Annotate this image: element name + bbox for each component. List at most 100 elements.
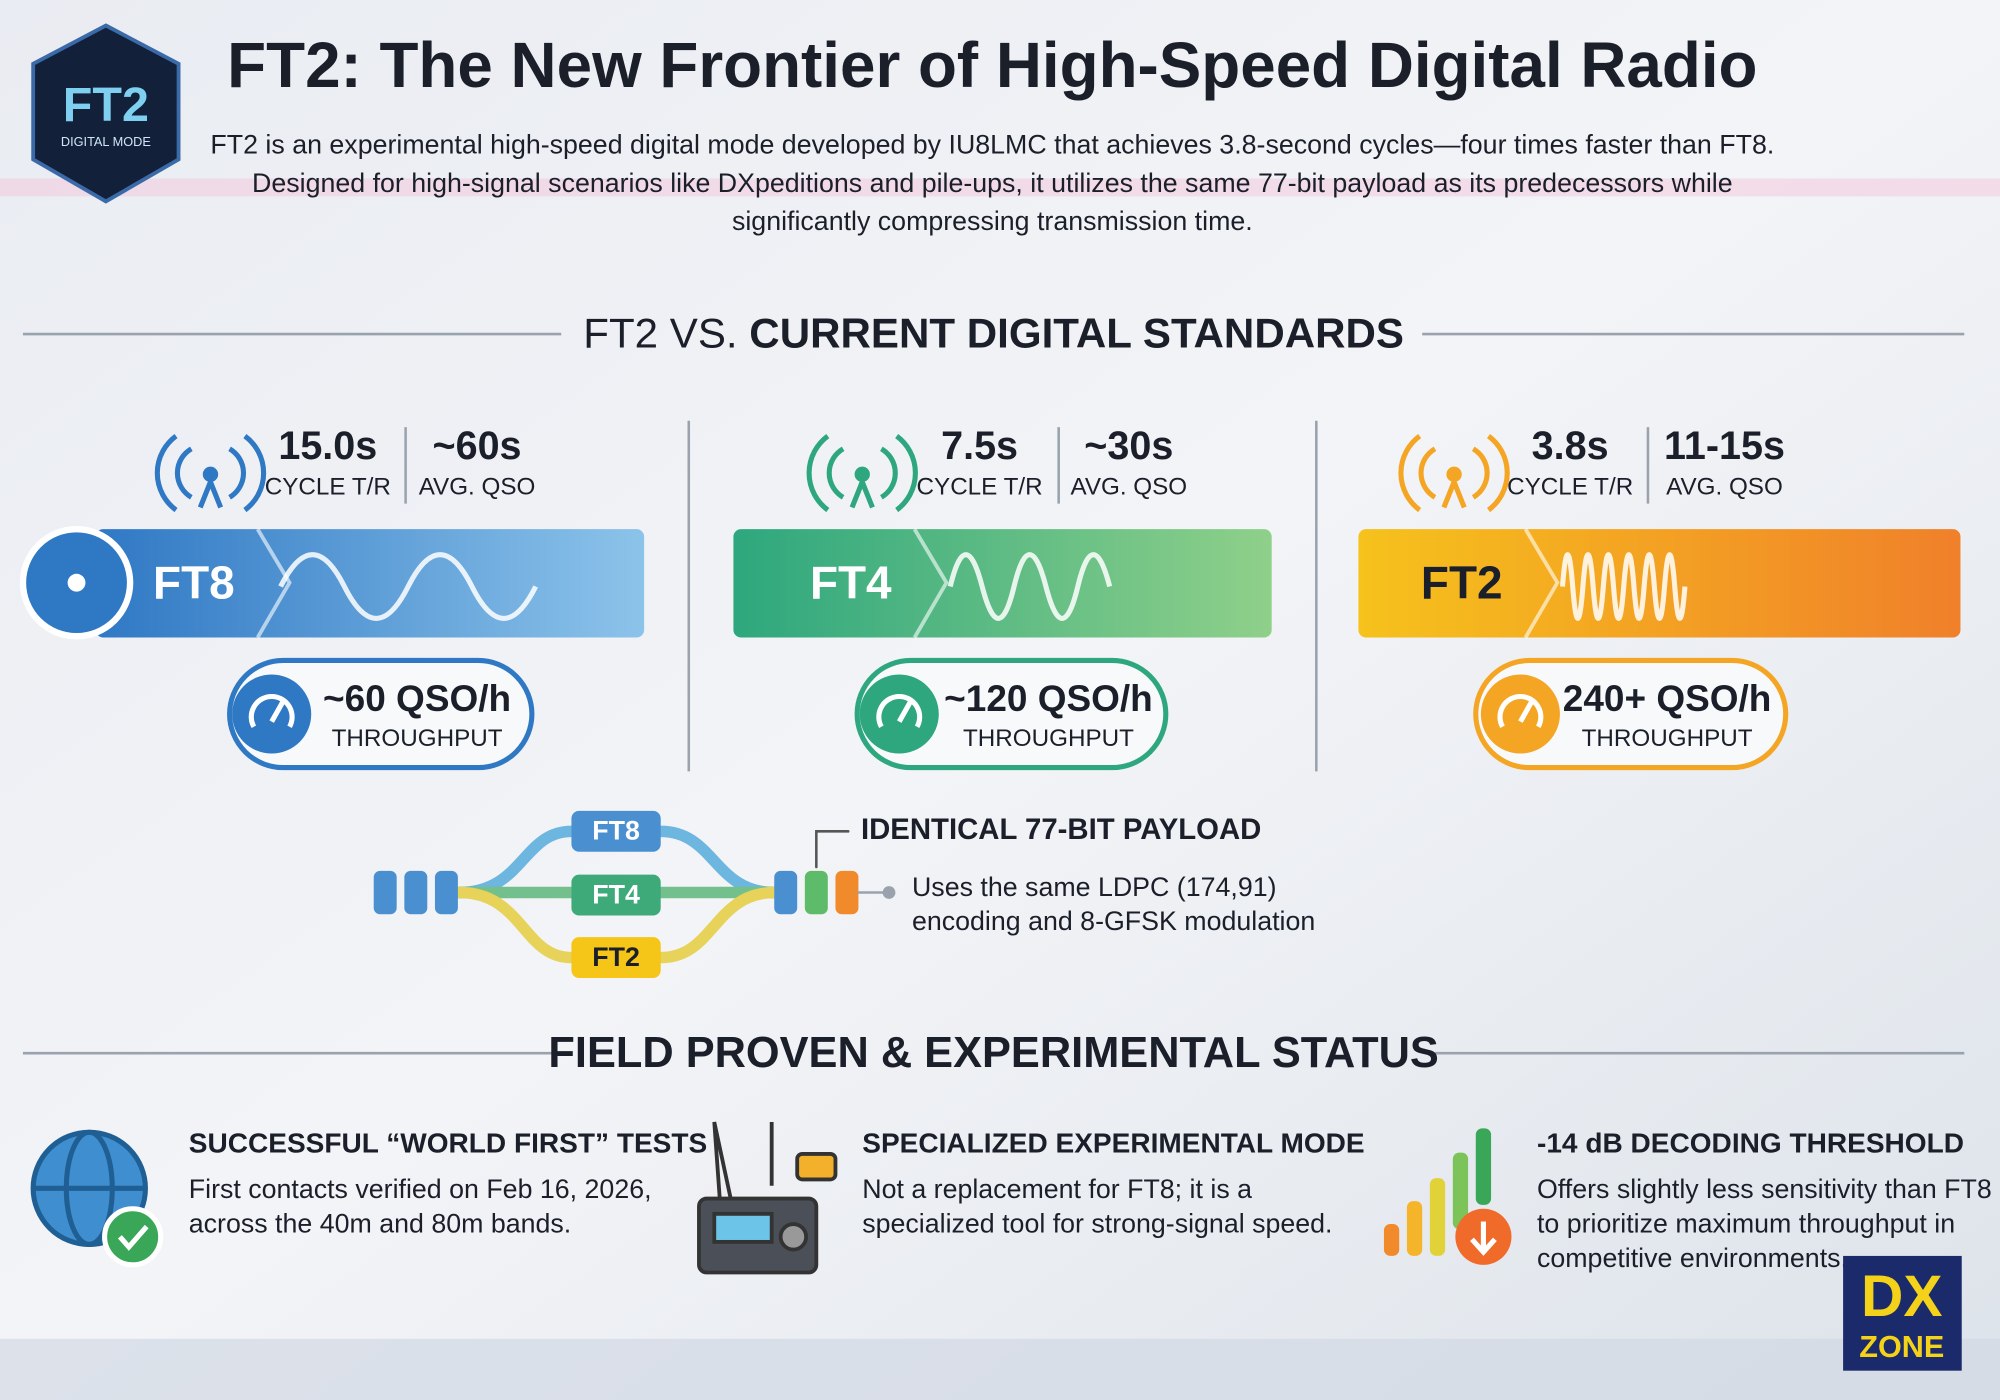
signal-bar: [1383, 1224, 1400, 1256]
badge: DX ZONE: [1843, 1255, 1962, 1371]
throughput-icon: [859, 674, 939, 754]
banner-chevron: [255, 528, 292, 639]
bit-block: [774, 870, 798, 915]
signal-bar: [1475, 1128, 1492, 1205]
badge-bg: [1843, 1255, 1962, 1371]
down-arrow: [1470, 1221, 1497, 1256]
badge-text: ZONE: [1859, 1330, 1944, 1364]
qso-value: 11-15s: [1664, 424, 1785, 468]
description-line: Designed for high-signal scenarios like …: [252, 168, 1733, 198]
throughput-label: THROUGHPUT: [332, 725, 503, 752]
bit-block: [835, 870, 859, 915]
status-text: across the 40m and 80m bands.: [189, 1208, 571, 1238]
throughput-pill: [227, 657, 535, 771]
description-line: FT2 is an experimental high-speed digita…: [210, 130, 1774, 160]
heading-main: CURRENT DIGITAL STANDARDS: [749, 310, 1404, 357]
page-title: FT2: The New Frontier of High-Speed Digi…: [227, 29, 1757, 101]
bit-block: [434, 870, 458, 915]
logo-hex: [31, 23, 181, 204]
mode-box: [571, 810, 661, 852]
mode-column: 7.5s CYCLE T/R ~30s AVG. QSO FT4 ~120 QSO/h TH…: [733, 424, 1272, 771]
status-title: SUCCESSFUL “WORLD FIRST” TESTS: [189, 1127, 707, 1158]
globe-icon: [30, 1129, 164, 1268]
bit-block: [373, 870, 397, 915]
signal-wave: [947, 552, 1113, 621]
payload-text: encoding and 8-GFSK modulation: [912, 906, 1315, 936]
banner-icon-dot: [67, 573, 86, 592]
throughput-label: THROUGHPUT: [1582, 725, 1753, 752]
status-text: Offers slightly less sensitivity than FT…: [1537, 1174, 1992, 1204]
mode-column: 3.8s CYCLE T/R 11-15s AVG. QSO FT2 240+ QSO/h…: [1358, 424, 1961, 771]
payload-diagram: [373, 810, 896, 978]
signal-bar: [1429, 1178, 1446, 1256]
connector-dot: [882, 886, 896, 899]
badge-text: DX: [1861, 1264, 1942, 1329]
throughput-glyph: [248, 694, 295, 729]
cycle-value: 7.5s: [941, 424, 1018, 468]
throughput-icon: [1480, 674, 1560, 754]
status-text: competitive environments.: [1537, 1243, 1848, 1273]
signal-icon: [1383, 1128, 1512, 1265]
bg-stripe: [0, 178, 2000, 197]
mode-banner: [95, 529, 645, 638]
throughput-value: ~120 QSO/h: [944, 678, 1153, 719]
throughput-value: ~60 QSO/h: [323, 678, 511, 719]
signal-bar: [1452, 1152, 1469, 1230]
throughput-pill: [1473, 657, 1789, 771]
logo-subtitle: DIGITAL MODE: [61, 134, 151, 149]
mode-banner: [1358, 529, 1961, 638]
mode-name: FT8: [153, 557, 235, 609]
throughput-pill: [854, 657, 1169, 771]
radio-knob: [778, 1222, 809, 1252]
throughput-glyph: [1497, 694, 1544, 729]
status-text: Not a replacement for FT8; it is a: [862, 1174, 1252, 1204]
bit-block: [804, 870, 828, 915]
check-mark: [117, 1224, 149, 1251]
antenna-icon: [854, 466, 870, 482]
mode-box: [571, 874, 661, 916]
banner-chevron: [912, 528, 949, 639]
cycle-label: CYCLE T/R: [1507, 474, 1633, 501]
radio-screen: [712, 1211, 774, 1244]
antenna-waves: [154, 434, 267, 513]
speech-bubble: [795, 1152, 838, 1182]
throughput-label: THROUGHPUT: [963, 725, 1134, 752]
mode-name: FT4: [810, 557, 892, 609]
mode-box-label: FT2: [592, 942, 640, 972]
signal-wave: [1559, 552, 1688, 621]
description-line: significantly compressing transmission t…: [732, 206, 1253, 236]
antenna-icon: [202, 466, 219, 482]
status-text: First contacts verified on Feb 16, 2026,: [189, 1174, 652, 1204]
mode-banner: [733, 529, 1272, 638]
mode-box: [571, 937, 661, 978]
bg-stripe: [0, 1338, 2000, 1400]
qso-label: AVG. QSO: [1070, 474, 1187, 501]
mode-column: 15.0s CYCLE T/R ~60s AVG. QSO FT8 ~60 QSO/h TH…: [19, 424, 645, 771]
callout: [815, 830, 850, 869]
banner-chevron: [1523, 528, 1560, 639]
antenna-icon: [1446, 466, 1462, 482]
section-heading: FIELD PROVEN & EXPERIMENTAL STATUS: [548, 1029, 1438, 1077]
bit-block: [404, 870, 428, 915]
status-text: specialized tool for strong-signal speed…: [862, 1208, 1332, 1238]
check-circle: [102, 1206, 164, 1268]
qso-label: AVG. QSO: [419, 474, 536, 501]
mode-box-label: FT8: [592, 816, 640, 846]
heading-prefix: FT2 VS.: [583, 310, 737, 357]
cycle-value: 15.0s: [278, 424, 377, 468]
qso-value: ~60s: [433, 424, 522, 468]
radio-icon: [697, 1121, 838, 1275]
logo: FT2 DIGITAL MODE: [31, 23, 181, 204]
status-title: -14 dB DECODING THRESHOLD: [1537, 1127, 1964, 1158]
logo-title: FT2: [63, 78, 149, 132]
antenna-waves: [1398, 434, 1510, 513]
status-title: SPECIALIZED EXPERIMENTAL MODE: [862, 1127, 1364, 1158]
throughput-value: 240+ QSO/h: [1563, 678, 1772, 719]
mode-name: FT2: [1421, 557, 1503, 609]
payload-text: Uses the same LDPC (174,91): [912, 872, 1277, 902]
payload-title: IDENTICAL 77-BIT PAYLOAD: [861, 813, 1261, 846]
antenna: [712, 1121, 774, 1212]
antenna-waves: [806, 434, 918, 513]
